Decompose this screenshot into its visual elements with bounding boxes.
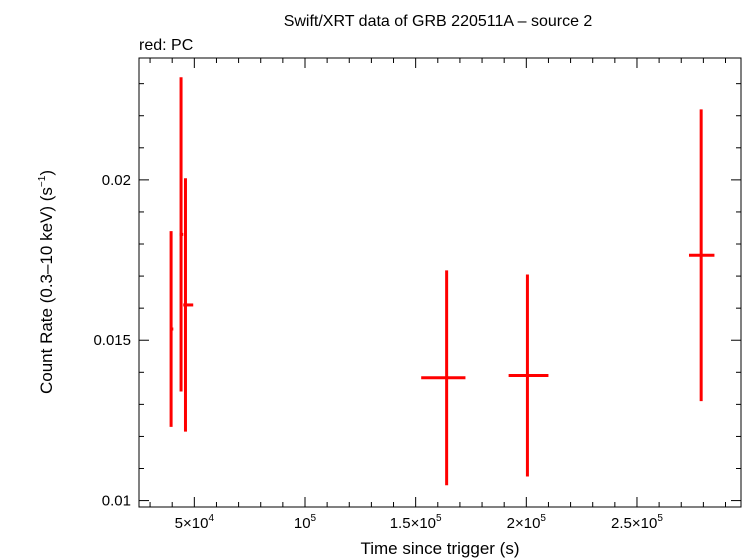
data-point (183, 178, 194, 432)
x-tick-exponent: 5 (657, 513, 663, 524)
y-tick-labels: 0.01 0.015 0.02 (93, 172, 131, 510)
x-tick-exponent: 5 (540, 513, 546, 524)
x-tick-mantissa: 5×10 (175, 515, 209, 532)
chart-title: Swift/XRT data of GRB 220511A – source 2 (284, 13, 593, 30)
x-axis-label: Time since trigger (s) (360, 539, 519, 558)
x-tick-label: 2.5×105 (611, 513, 663, 532)
y-axis-label-end: ) (37, 170, 56, 176)
x-tick-label: 1.5×105 (390, 513, 442, 532)
axis-ticks (139, 58, 741, 507)
plot-frame (138, 57, 742, 508)
x-tick-label: 105 (294, 513, 317, 532)
x-tick-labels: 5×104 105 1.5×105 2×105 2.5×105 (175, 513, 664, 532)
x-tick-mantissa: 10 (294, 515, 311, 532)
y-tick-label: 0.02 (102, 172, 131, 189)
y-axis-label: Count Rate (0.3–10 keV) (s−1) (37, 170, 56, 394)
data-point (688, 109, 715, 402)
data-point (421, 270, 466, 486)
x-tick-exponent: 5 (311, 513, 317, 524)
data-point (508, 274, 549, 477)
data-points (169, 77, 715, 486)
x-tick-mantissa: 2.5×10 (611, 515, 657, 532)
x-tick-label: 2×105 (507, 513, 547, 532)
y-axis-label-sup: −1 (37, 175, 48, 187)
x-tick-mantissa: 2×10 (507, 515, 541, 532)
x-tick-mantissa: 1.5×10 (390, 515, 436, 532)
chart-subtitle: red: PC (139, 37, 193, 54)
x-tick-exponent: 5 (436, 513, 442, 524)
y-tick-label: 0.015 (93, 332, 131, 349)
x-tick-exponent: 4 (208, 513, 214, 524)
y-tick-label: 0.01 (102, 493, 131, 510)
data-point (169, 231, 174, 427)
y-axis-label-main: Count Rate (0.3–10 keV) (s (37, 187, 56, 394)
x-tick-label: 5×104 (175, 513, 215, 532)
data-point (179, 77, 184, 392)
